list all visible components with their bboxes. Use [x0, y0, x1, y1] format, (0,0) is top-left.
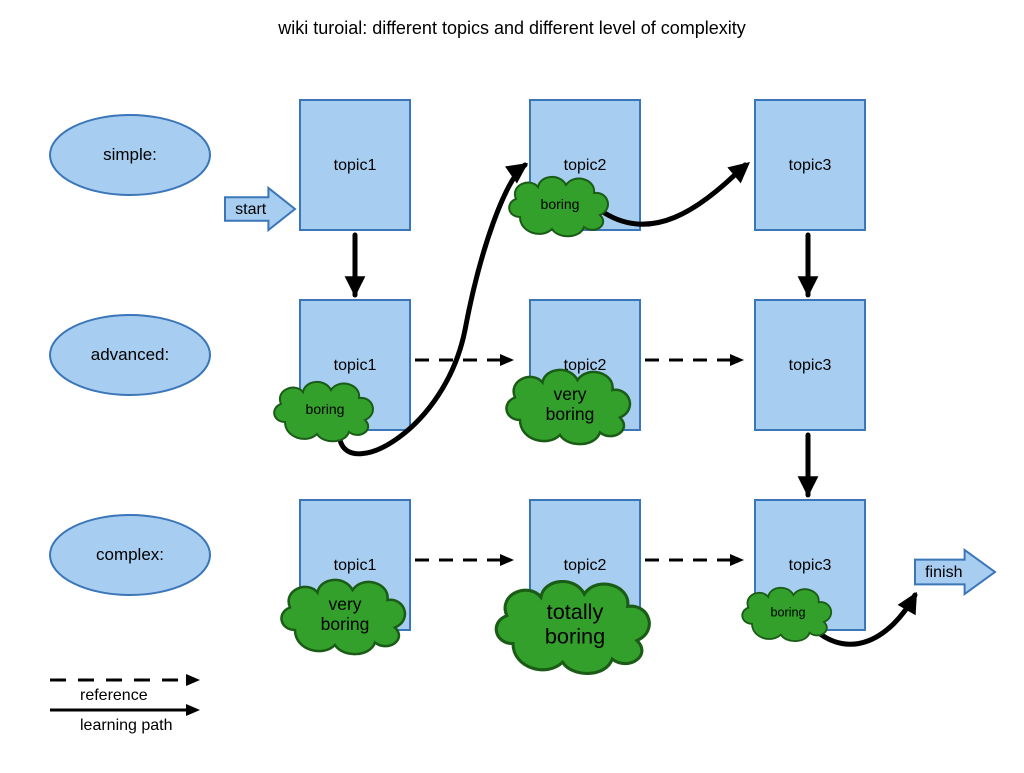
- svg-text:very: very: [328, 594, 361, 614]
- svg-text:topic3: topic3: [789, 557, 832, 574]
- svg-text:topic1: topic1: [334, 357, 377, 374]
- svg-text:topic1: topic1: [334, 557, 377, 574]
- learning-path-arrow: [798, 235, 819, 297]
- annotation-cloud: veryboring: [506, 370, 629, 444]
- svg-text:topic2: topic2: [564, 557, 607, 574]
- svg-text:finish: finish: [925, 564, 962, 581]
- legend-learningpath-head: [186, 704, 200, 716]
- annotation-cloud: boring: [274, 382, 373, 441]
- legend-reference-label: reference: [80, 687, 148, 704]
- legend-layer: reference learning path: [50, 674, 200, 734]
- topic-s3: topic3: [755, 100, 865, 230]
- svg-text:boring: boring: [306, 401, 345, 417]
- topic-a3: topic3: [755, 300, 865, 430]
- svg-text:totally: totally: [547, 599, 604, 624]
- learning-path-arrow: [798, 435, 819, 497]
- svg-text:topic2: topic2: [564, 157, 607, 174]
- legend-learningpath-label: learning path: [80, 717, 173, 734]
- annotation-cloud: boring: [742, 588, 831, 641]
- svg-text:topic3: topic3: [789, 357, 832, 374]
- svg-text:boring: boring: [770, 606, 805, 620]
- ref-arrow: [415, 354, 514, 366]
- svg-text:boring: boring: [545, 624, 605, 649]
- ref-arrow: [415, 554, 514, 566]
- svg-text:very: very: [553, 384, 586, 404]
- clouds-layer: boringboringveryboringveryboringtotallyb…: [274, 177, 831, 674]
- annotation-cloud: totallyboring: [496, 582, 649, 674]
- level-lvl-complex: complex:: [50, 515, 210, 595]
- annotation-cloud: boring: [509, 177, 608, 236]
- start-arrow: start: [225, 188, 295, 230]
- svg-text:topic3: topic3: [789, 157, 832, 174]
- topic-s1: topic1: [300, 100, 410, 230]
- ref-arrow: [645, 554, 744, 566]
- learning-path-arrow: [345, 235, 366, 297]
- svg-text:simple:: simple:: [103, 145, 157, 164]
- svg-text:boring: boring: [321, 614, 370, 634]
- level-lvl-advanced: advanced:: [50, 315, 210, 395]
- annotation-cloud: veryboring: [281, 580, 404, 654]
- diagram-title: wiki turoial: different topics and diffe…: [277, 18, 746, 38]
- ref-arrow: [645, 354, 744, 366]
- finish-arrow: finish: [915, 550, 995, 594]
- svg-text:advanced:: advanced:: [91, 345, 169, 364]
- svg-text:boring: boring: [541, 196, 580, 212]
- diagram-canvas: wiki turoial: different topics and diffe…: [0, 0, 1024, 768]
- legend-reference-head: [186, 674, 200, 686]
- svg-text:complex:: complex:: [96, 545, 164, 564]
- level-lvl-simple: simple:: [50, 115, 210, 195]
- levels-layer: simple: advanced: complex:: [50, 115, 210, 595]
- svg-text:start: start: [235, 201, 267, 218]
- svg-text:topic1: topic1: [334, 157, 377, 174]
- svg-text:boring: boring: [546, 404, 595, 424]
